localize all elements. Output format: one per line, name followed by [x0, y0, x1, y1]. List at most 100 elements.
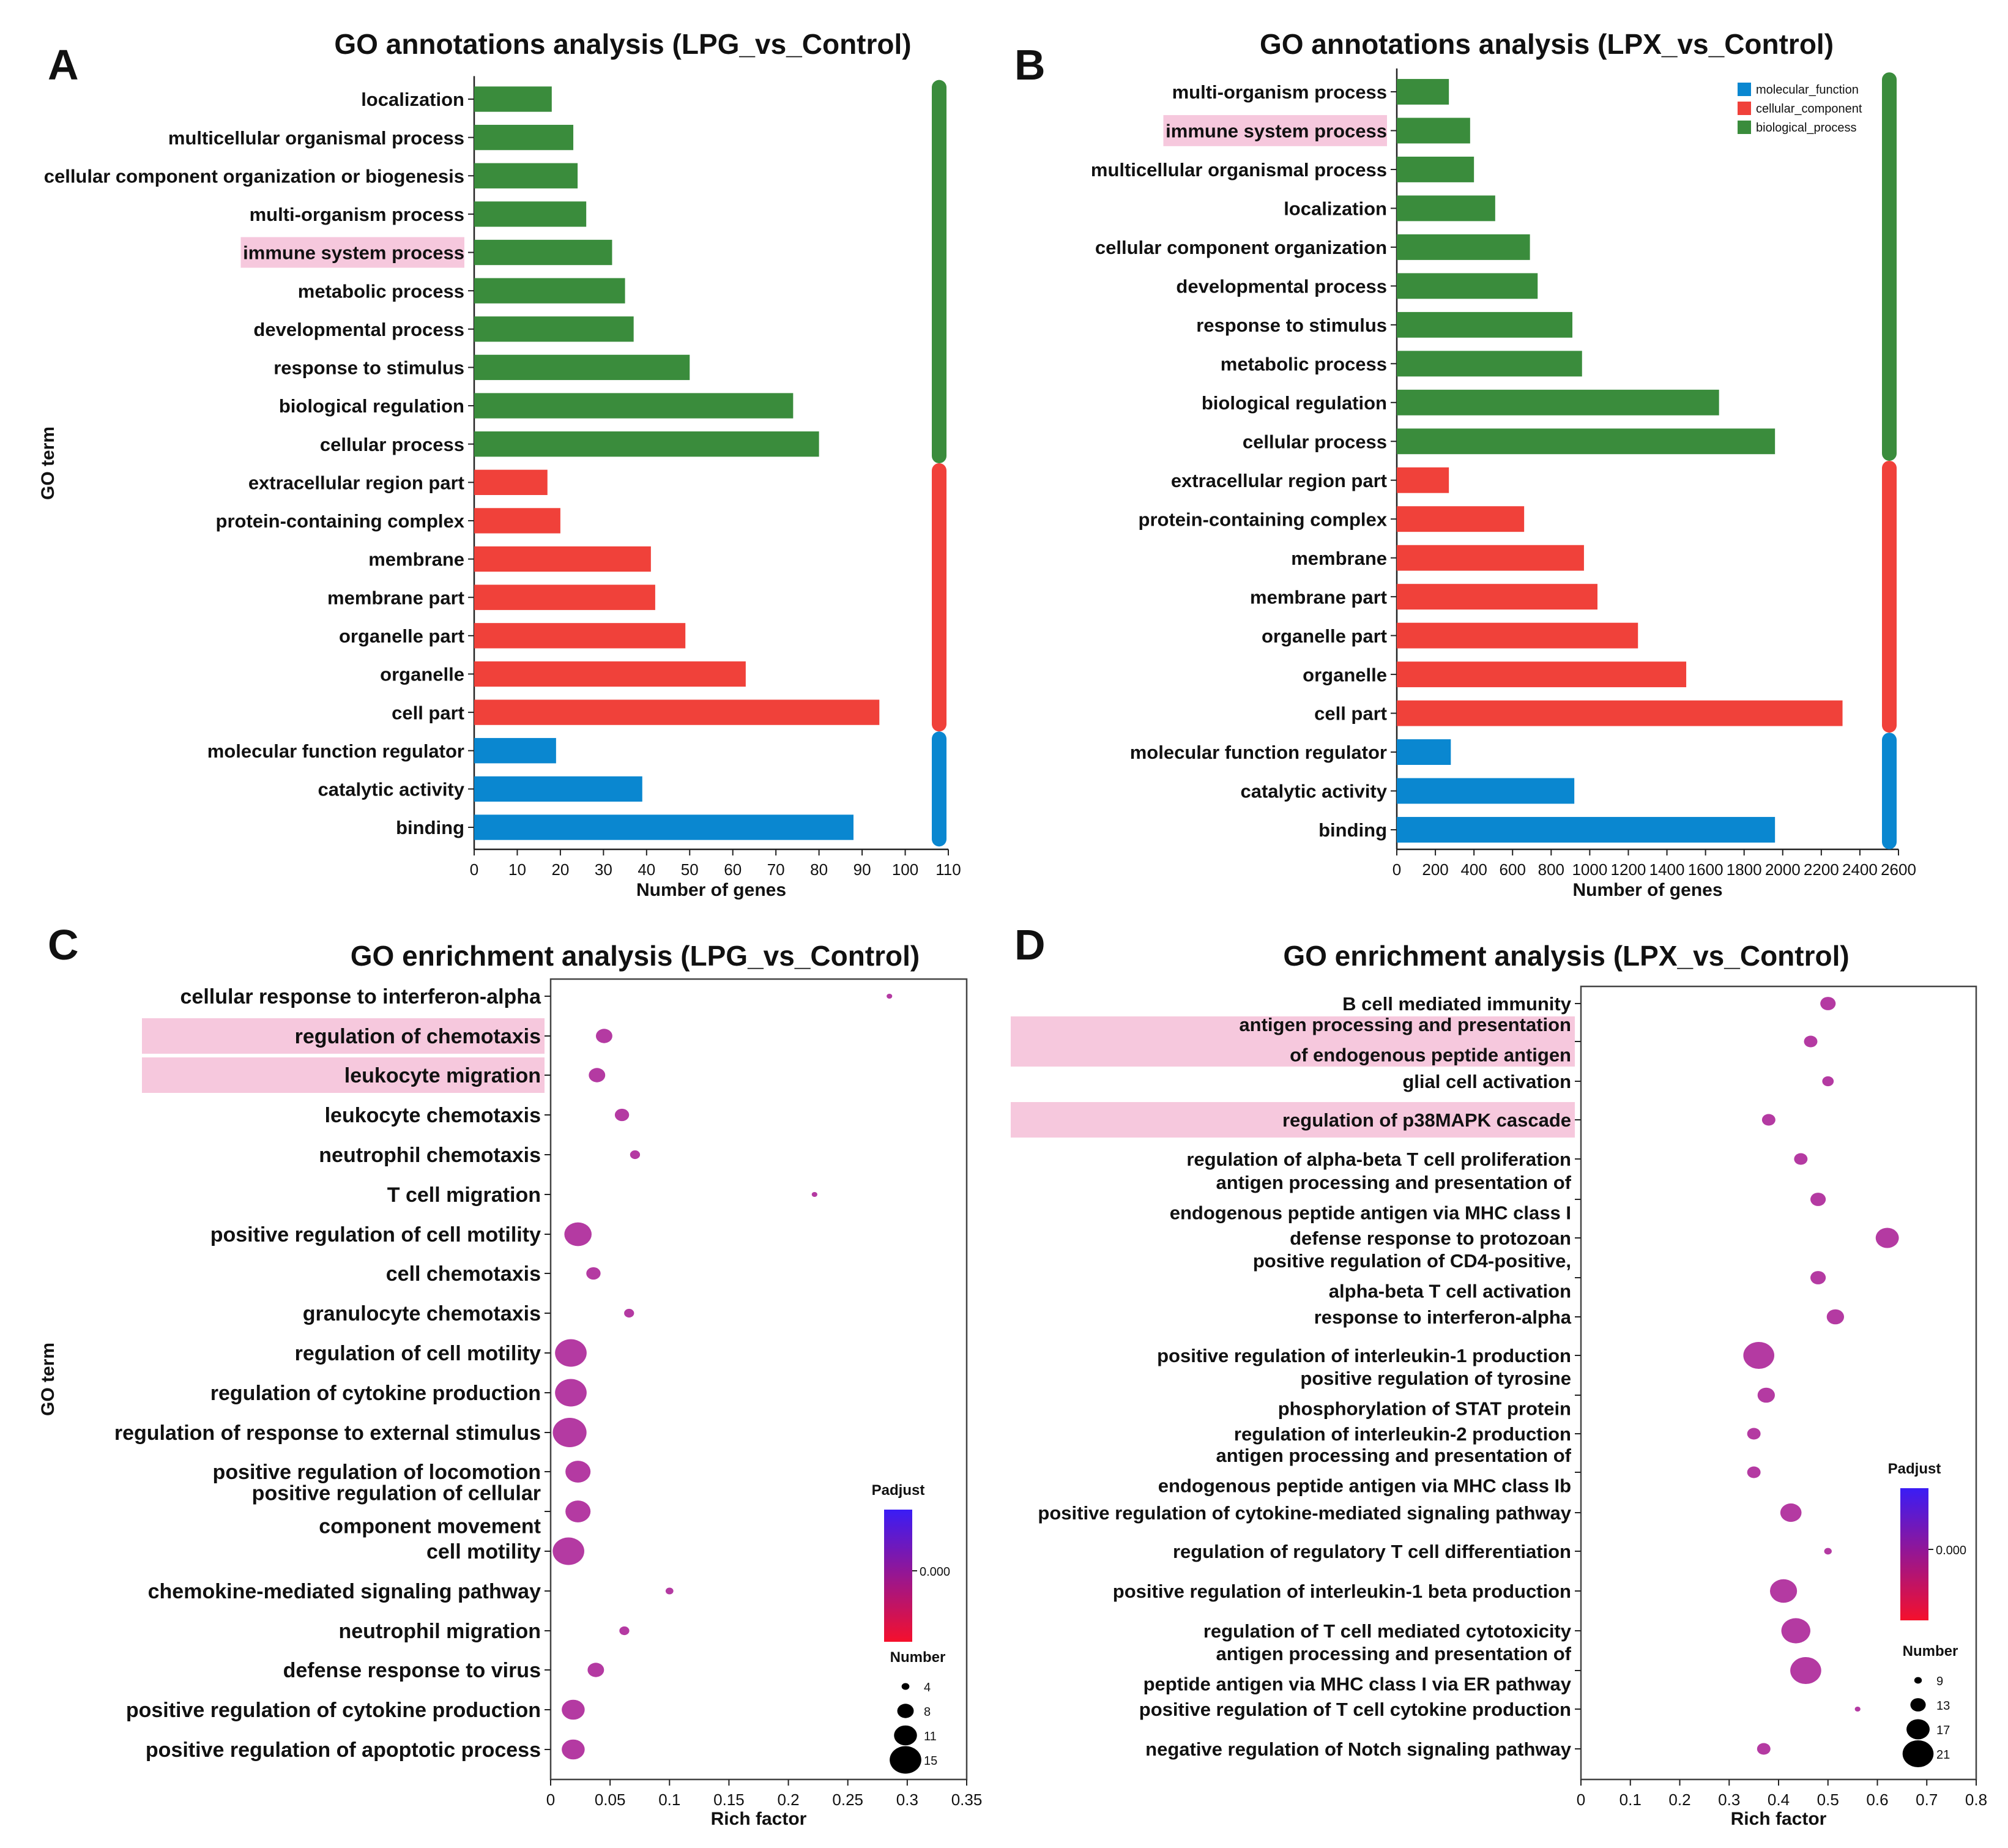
bar [1397, 234, 1530, 260]
y-tick-label: antigen processing and presentation of [1216, 1445, 1572, 1466]
data-point [1822, 1076, 1834, 1087]
x-tick-label: 0.4 [1768, 1790, 1790, 1809]
x-tick-label: 90 [853, 860, 871, 879]
bar [1397, 700, 1843, 726]
data-point [614, 1108, 630, 1122]
legend-swatch [1738, 121, 1751, 134]
colorbar [884, 1510, 912, 1642]
bar [1397, 428, 1776, 455]
bar [1397, 157, 1474, 182]
x-tick-label: 600 [1500, 860, 1526, 879]
group-sidebar-biological-process [1882, 72, 1897, 461]
legend-label: biological_process [1756, 121, 1857, 135]
y-tick-label: negative regulation of Notch signaling p… [1145, 1738, 1572, 1760]
data-point [564, 1222, 592, 1246]
bar [474, 546, 651, 572]
bar [474, 699, 880, 725]
y-tick-label: positive regulation of cytokine-mediated… [1038, 1502, 1571, 1524]
data-point [589, 1068, 606, 1082]
y-tick-label: molecular function regulator [207, 740, 464, 762]
y-tick-label: positive regulation of tyrosine [1300, 1368, 1571, 1389]
x-tick-label: 100 [892, 860, 918, 879]
x-tick-label: 0.3 [896, 1790, 918, 1809]
y-tick-label: antigen processing and presentation of [1216, 1172, 1572, 1193]
x-tick-label: 0.05 [595, 1790, 626, 1809]
y-tick-label: response to stimulus [1196, 315, 1387, 336]
bar [474, 776, 642, 802]
size-legend-label: 8 [924, 1705, 931, 1719]
y-tick-label: organelle part [1262, 625, 1387, 647]
x-tick-label: 0.15 [713, 1790, 745, 1809]
size-legend-dot [890, 1746, 921, 1774]
x-tick-label: 2600 [1881, 860, 1916, 879]
y-tick-label: membrane [368, 549, 464, 570]
legend-label: cellular_component [1756, 102, 1862, 116]
y-tick-label: cellular component organization or bioge… [44, 165, 464, 187]
x-tick-label: 0 [546, 1790, 555, 1809]
bar [1397, 273, 1538, 299]
legend-label: molecular_function [1756, 83, 1859, 97]
highlight-box [1011, 1016, 1575, 1067]
y-tick-label: regulation of cytokine production [210, 1382, 541, 1405]
legend-swatch [1738, 102, 1751, 115]
x-tick-label: 0.35 [951, 1790, 983, 1809]
data-point [1769, 1579, 1798, 1603]
size-legend-label: 9 [1936, 1675, 1943, 1688]
x-tick-label: 2000 [1765, 860, 1801, 879]
colorbar-label: 0.000 [920, 1565, 950, 1579]
bar [474, 316, 634, 342]
group-sidebar-cellular-component [932, 463, 946, 732]
data-point [811, 1192, 817, 1197]
y-tick-label: metabolic process [298, 280, 464, 302]
data-point [1854, 1707, 1861, 1712]
bar [474, 623, 686, 649]
chart-d-title: GO enrichment analysis (LPX_vs_Control) [1283, 940, 1849, 972]
y-tick-label: extracellular region part [248, 472, 464, 493]
y-tick-label: cell part [1314, 703, 1387, 725]
x-tick-label: 200 [1422, 860, 1448, 879]
data-point [586, 1267, 601, 1280]
y-tick-label: organelle part [339, 625, 464, 647]
data-point [587, 1663, 604, 1677]
bar [474, 738, 556, 764]
x-tick-label: 110 [935, 860, 961, 879]
group-sidebar-molecular-function [932, 731, 946, 847]
y-tick-label: protein-containing complex [1139, 509, 1388, 530]
highlight-box [1011, 1102, 1575, 1138]
y-tick-label: immune system process [1166, 121, 1387, 142]
bar [1397, 817, 1776, 843]
bar [474, 354, 690, 381]
bar [474, 814, 853, 840]
y-tick-label: regulation of interleukin-2 production [1234, 1423, 1571, 1445]
bar [1397, 79, 1449, 105]
y-tick-label: defense response to virus [283, 1659, 541, 1682]
data-point [1757, 1743, 1771, 1755]
y-tick-label: regulation of chemotaxis [295, 1025, 541, 1048]
y-tick-label: cell chemotaxis [386, 1262, 541, 1286]
highlight-box [240, 237, 464, 268]
y-tick-label: catalytic activity [318, 779, 464, 800]
x-tick-label: 60 [724, 860, 742, 879]
size-legend-label: 13 [1936, 1699, 1950, 1713]
plot-frame [549, 978, 968, 1781]
data-point [1747, 1466, 1761, 1478]
data-point [1794, 1153, 1808, 1165]
y-tick-label: regulation of T cell mediated cytotoxici… [1203, 1620, 1572, 1642]
data-point [555, 1339, 587, 1367]
colorbar-label: 0.000 [1936, 1544, 1966, 1557]
x-tick-label: 1400 [1649, 860, 1685, 879]
y-tick-label: immune system process [243, 242, 464, 264]
data-point [1757, 1387, 1775, 1403]
panel-label-b: B [1014, 41, 1046, 89]
y-tick-label: positive regulation of interleukin-1 bet… [1113, 1581, 1571, 1602]
data-point [1790, 1657, 1821, 1684]
y-tick-label: positive regulation of interleukin-1 pro… [1157, 1345, 1571, 1366]
y-tick-label: organelle [1303, 664, 1387, 685]
y-tick-label: antigen processing and presentation of [1216, 1643, 1572, 1664]
y-tick-label: leukocyte migration [344, 1064, 541, 1087]
y-tick-label: glial cell activation [1402, 1071, 1571, 1092]
bar [1397, 622, 1638, 649]
y-tick-label: endogenous peptide antigen via MHC class… [1170, 1202, 1571, 1224]
x-axis-title: Rich factor [711, 1809, 807, 1829]
